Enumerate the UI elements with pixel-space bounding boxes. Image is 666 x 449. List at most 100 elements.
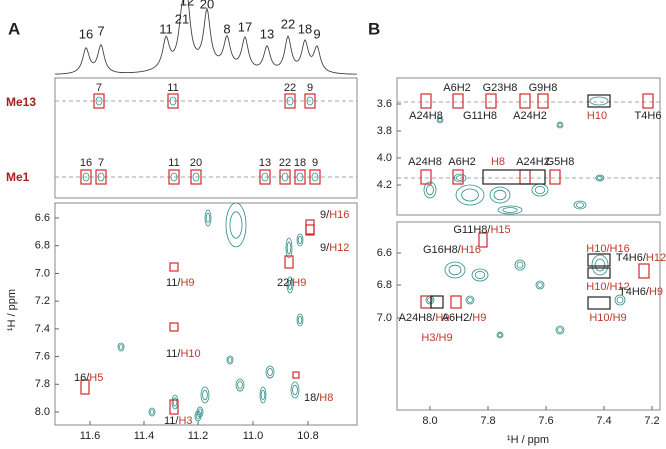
crosspeak <box>227 357 233 363</box>
crosspeak <box>192 172 200 182</box>
x-tick-label: 7.4 <box>596 415 611 427</box>
annotation-part: 11/ <box>164 415 179 427</box>
annotation-part: H10/H16 <box>586 243 629 255</box>
crosspeak <box>597 175 603 181</box>
row-peak-label: 7 <box>96 82 102 94</box>
crosspeak <box>290 381 300 399</box>
annotation: G5H8 <box>546 156 575 168</box>
annotation: 22/H9 <box>277 277 306 289</box>
crosspeak <box>514 259 526 271</box>
annotation-part: H10/H12 <box>586 281 629 293</box>
crosspeak <box>170 172 178 182</box>
annotation: H10/H12 <box>586 281 629 293</box>
row-peak-label: 9 <box>312 157 318 169</box>
row-peak-label: 7 <box>98 157 104 169</box>
peak-label: 7 <box>97 23 104 38</box>
crosspeak <box>306 96 314 106</box>
black-box <box>587 94 611 108</box>
panel-label: B <box>368 19 380 38</box>
crosspeak <box>226 355 234 365</box>
y-tick-label: 6.8 <box>35 240 50 252</box>
annotation-part: H12 <box>646 252 666 264</box>
crosspeak <box>149 409 155 415</box>
annotation: T4H6/H12 <box>616 252 666 264</box>
annotation-part: A6H2 <box>448 156 476 168</box>
annotation-part: G11H8 <box>463 110 497 122</box>
crosspeak <box>118 344 124 350</box>
annotation-part: H8 <box>491 156 505 168</box>
row-peak-label: 13 <box>259 157 271 169</box>
y-tick-label: 6.6 <box>35 212 50 224</box>
annotation-part: G23H8 <box>483 82 518 94</box>
annotation: A24H8 <box>408 156 442 168</box>
x-tick-label: 11.4 <box>134 430 155 442</box>
annotation-part: A6H2/ <box>442 312 474 324</box>
black-box <box>430 295 444 309</box>
annotation: A24H8 <box>409 110 443 122</box>
y-axis-label: ¹H / ppm <box>6 289 18 331</box>
crosspeak <box>496 331 504 339</box>
crosspeak <box>425 184 434 196</box>
red-box <box>167 93 179 109</box>
annotation-part: A24H2 <box>513 110 547 122</box>
crosspeak <box>296 313 304 327</box>
red-box <box>537 93 549 109</box>
row-label: Me1 <box>6 170 30 184</box>
peak-label: 16 <box>79 26 93 41</box>
annotation-part: H8 <box>319 392 333 404</box>
red-box <box>259 169 271 185</box>
crosspeak <box>455 184 485 206</box>
crosspeak <box>591 254 609 276</box>
annotation-part: H9 <box>649 286 663 298</box>
red-box <box>279 169 291 185</box>
annotation: A24H2 <box>513 110 547 122</box>
annotation: 18/H8 <box>304 392 333 404</box>
crosspeak <box>311 172 319 182</box>
peak-label: 8 <box>223 21 230 36</box>
crosspeak <box>453 173 467 183</box>
annotation: A24H8/H9 <box>399 312 450 324</box>
row-peak-label: 11 <box>167 82 178 94</box>
peak-label: 12 <box>180 0 194 8</box>
crosspeak <box>534 185 546 194</box>
crosspeak <box>292 384 298 396</box>
annotation-part: A24H8 <box>409 110 443 122</box>
crosspeak <box>471 268 489 282</box>
peak-label: 17 <box>238 19 252 34</box>
crosspeak <box>467 297 473 303</box>
crosspeak <box>595 174 605 182</box>
crosspeak <box>589 96 609 106</box>
y-tick-label: 7.2 <box>35 295 50 307</box>
red-box <box>169 399 179 415</box>
annotation-part: H16 <box>461 244 481 256</box>
crosspeak <box>461 188 479 202</box>
black-box <box>482 169 546 185</box>
red-box <box>420 169 432 185</box>
crosspeak <box>516 261 524 269</box>
crosspeak <box>555 325 565 335</box>
annotation-part: H16 <box>329 209 349 221</box>
y-tick-label: 7.8 <box>35 378 50 390</box>
row-peak-label: 22 <box>284 82 296 94</box>
annotation-part: H15 <box>490 224 510 236</box>
crosspeak <box>448 264 462 276</box>
annotation-part: 22/ <box>277 277 293 289</box>
crosspeak <box>556 121 564 129</box>
annotation: G11H8/H15 <box>453 224 510 236</box>
crosspeak <box>261 172 269 182</box>
crosspeak <box>259 386 267 404</box>
y-tick-label: 6.6 <box>377 247 392 259</box>
crosspeak <box>465 295 475 305</box>
y-tick-label: 3.8 <box>377 125 392 137</box>
row-peak-label: 9 <box>307 82 313 94</box>
crosspeak <box>205 212 211 224</box>
annotation: 9/H16 <box>320 209 349 221</box>
red-box <box>93 93 105 109</box>
red-box <box>549 169 561 185</box>
crosspeak <box>537 282 543 288</box>
crosspeak <box>169 96 177 106</box>
crosspeak <box>195 412 201 420</box>
annotation-part: T4H6/ <box>619 286 650 298</box>
annotation-part: H12 <box>329 242 349 254</box>
annotation-part: 11/ <box>166 348 181 360</box>
